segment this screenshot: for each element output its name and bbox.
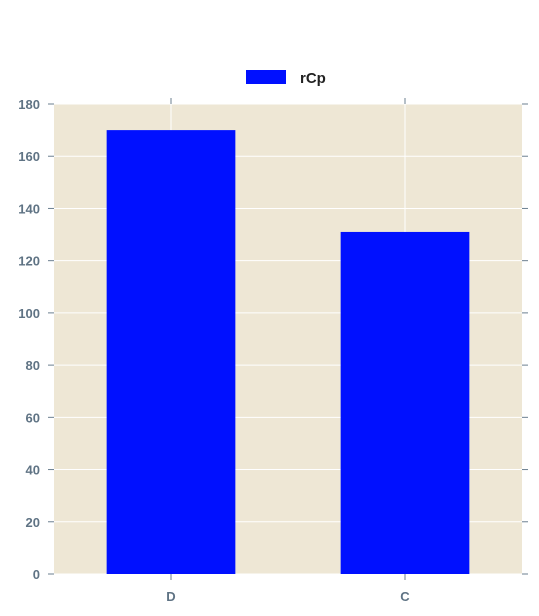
- y-tick-label: 0: [33, 567, 40, 582]
- axes: 0 20 40 60 80 100 120 140 160 180 D C: [18, 97, 528, 604]
- y-tick-label: 100: [18, 306, 40, 321]
- x-tick-label: D: [166, 589, 175, 604]
- bars: [106, 130, 470, 574]
- y-tick-label: 40: [26, 463, 40, 478]
- legend: rCp: [246, 70, 326, 87]
- legend-swatch: [246, 70, 286, 84]
- y-tick-label: 180: [18, 97, 40, 112]
- bar-C: [340, 231, 470, 574]
- y-tick-label: 140: [18, 201, 40, 216]
- x-tick-label: C: [400, 589, 410, 604]
- bar-D: [106, 130, 236, 574]
- legend-label: rCp: [300, 70, 326, 87]
- y-tick-label: 20: [26, 515, 40, 530]
- y-tick-label: 60: [26, 410, 40, 425]
- y-tick-label: 80: [26, 358, 40, 373]
- y-tick-label: 160: [18, 149, 40, 164]
- y-tick-label: 120: [18, 254, 40, 269]
